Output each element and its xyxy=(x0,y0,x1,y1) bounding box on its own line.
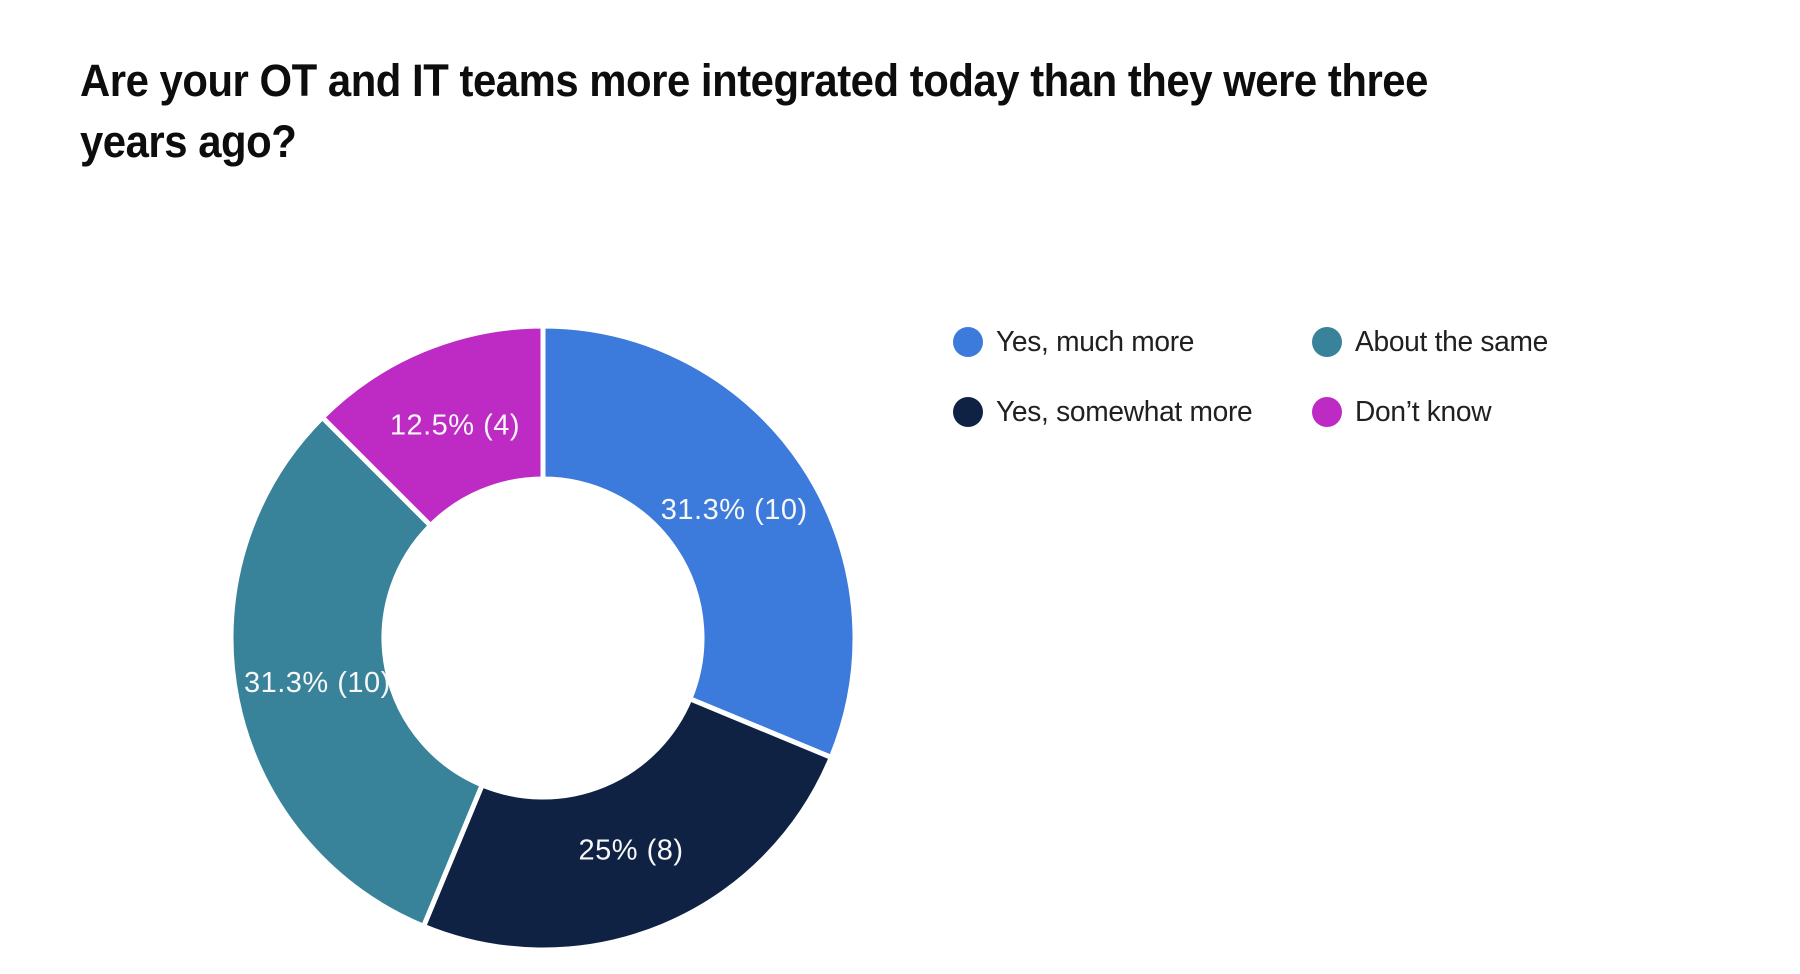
chart-title: Are your OT and IT teams more integrated… xyxy=(80,50,1428,172)
legend-label-about-the-same: About the same xyxy=(1355,325,1548,358)
legend-dot-icon-about-the-same xyxy=(1312,327,1342,357)
chart-title-line-2: years ago? xyxy=(80,116,297,167)
donut-slice-yes-much-more xyxy=(540,323,858,761)
legend-label-yes-somewhat-more: Yes, somewhat more xyxy=(996,395,1253,428)
legend-dot-icon-yes-much-more xyxy=(953,327,983,357)
legend-item-yes-much-more: Yes, much more xyxy=(953,325,1312,358)
chart-title-line-1: Are your OT and IT teams more integrated… xyxy=(80,55,1428,106)
legend-dot-icon-don-t-know xyxy=(1312,397,1342,427)
donut-slice-about-the-same xyxy=(228,413,486,930)
legend-item-about-the-same: About the same xyxy=(1312,325,1554,358)
slice-data-label-yes-much-more: 31.3% (10) xyxy=(661,494,808,526)
slice-data-label-about-the-same: 31.3% (10) xyxy=(244,667,391,699)
legend-label-don-t-know: Don’t know xyxy=(1355,395,1492,428)
donut-slice-don-t-know xyxy=(318,323,546,530)
legend-dot-icon-yes-somewhat-more xyxy=(953,397,983,427)
donut-chart-canvas: 31.3% (10) 25% (8) 31.3% (10) 12.5% (4) xyxy=(228,323,858,953)
chart-legend: Yes, much more About the same Yes, somewha… xyxy=(953,325,1554,428)
donut-chart: 31.3% (10) 25% (8) 31.3% (10) 12.5% (4) xyxy=(213,308,873,968)
slice-data-label-don-t-know: 12.5% (4) xyxy=(390,410,520,442)
legend-item-yes-somewhat-more: Yes, somewhat more xyxy=(953,395,1312,428)
slice-data-label-yes-somewhat-more: 25% (8) xyxy=(578,834,683,866)
legend-label-yes-much-more: Yes, much more xyxy=(996,325,1195,358)
donut-slice-yes-somewhat-more xyxy=(420,695,835,953)
legend-item-don-t-know: Don’t know xyxy=(1312,395,1554,428)
